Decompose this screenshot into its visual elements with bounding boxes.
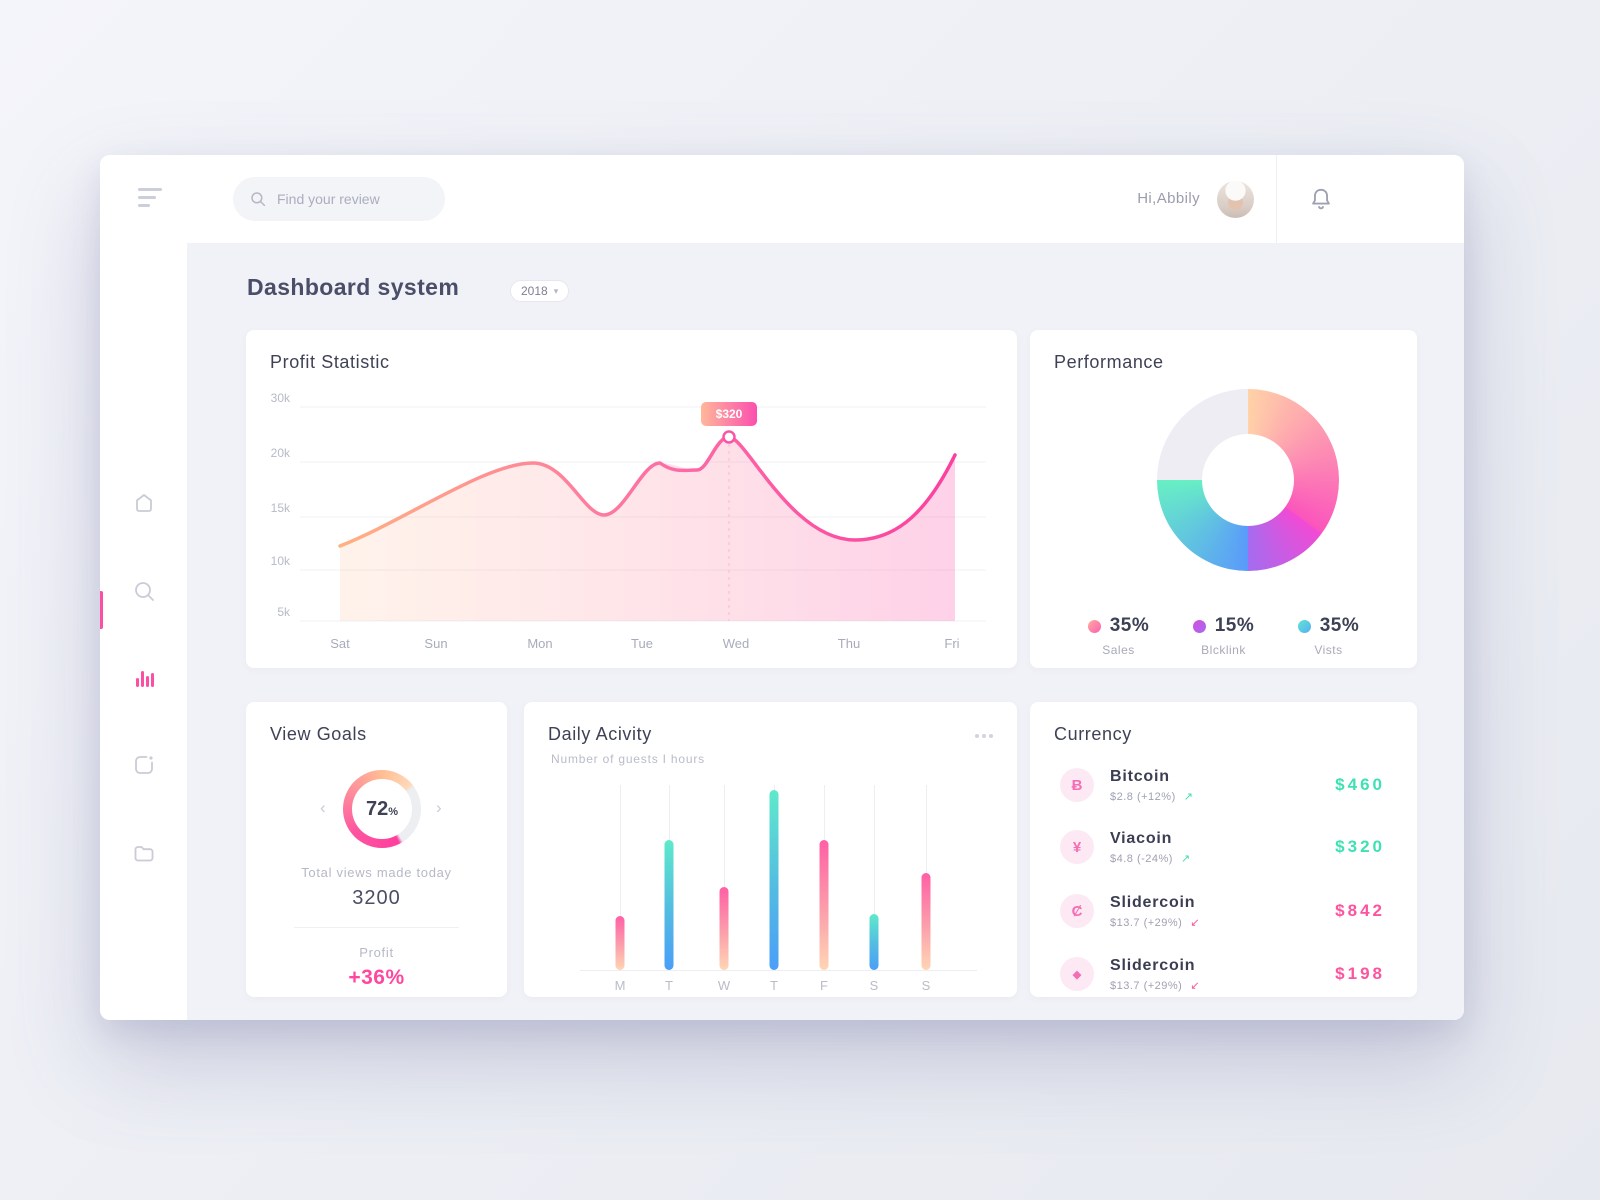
performance-legend: 35% Sales 15% Blcklink 35% Vi — [1030, 615, 1417, 657]
svg-text:Sat: Sat — [330, 636, 350, 651]
goals-profit-label: Profit — [359, 945, 394, 960]
currency-row-slidercoin-2[interactable]: ◆ Slidercoin $13.7 (+29%) ↙ $198 — [1060, 957, 1385, 997]
goals-profit-value: +36% — [348, 966, 405, 989]
daily-bar-wed: W — [704, 702, 744, 997]
search-input[interactable] — [277, 191, 427, 207]
svg-text:Wed: Wed — [723, 636, 750, 651]
legend-item-vists: 35% Vists — [1297, 615, 1360, 657]
viacoin-icon: ¥ — [1060, 830, 1094, 864]
app-window: Hi,Abbily Dashboa — [100, 155, 1464, 1020]
goals-prev-button[interactable]: ‹ — [320, 798, 326, 817]
sidebar-item-home[interactable] — [132, 491, 156, 515]
daily-bar-sun: S — [906, 702, 946, 997]
page-title: Dashboard system — [247, 274, 460, 300]
chart-tooltip: $320 — [701, 402, 757, 426]
performance-card: Performance 35% Sales 15% Blcklink — [1030, 330, 1417, 668]
sidebar — [100, 243, 188, 1020]
currency-card: Currency Ƀ Bitcoin $2.8 (+12%) ↗ $460 ¥ V… — [1030, 702, 1417, 997]
daily-card-subtitle: Number of guests I hours — [551, 752, 705, 766]
daily-bar-mon: M — [600, 702, 640, 997]
year-value: 2018 — [521, 284, 548, 298]
sidebar-active-indicator — [100, 591, 103, 629]
goals-next-button[interactable]: › — [436, 798, 442, 817]
legend-item-blcklink: 15% Blcklink — [1192, 615, 1255, 657]
slidercoin-icon: Ȼ — [1060, 894, 1094, 928]
svg-text:Fri: Fri — [944, 636, 959, 651]
profit-statistic-card: Profit Statistic — [246, 330, 1017, 668]
sidebar-item-files[interactable] — [132, 841, 156, 865]
profit-x-axis: Sat Sun Mon Tue Wed Thu Fri — [330, 636, 959, 651]
goals-percent: 72 — [365, 797, 389, 820]
svg-text:$320: $320 — [716, 407, 743, 421]
viacoin-value: $320 — [1335, 837, 1385, 856]
search-icon — [251, 192, 266, 207]
trend-down-icon: ↙ — [1190, 980, 1201, 992]
goals-progress-ring: 72% — [343, 770, 421, 848]
svg-text:Mon: Mon — [527, 636, 552, 651]
menu-icon[interactable] — [138, 188, 164, 210]
bell-icon[interactable] — [1308, 186, 1334, 212]
profit-line — [338, 435, 957, 548]
trend-up-icon: ↗ — [1183, 791, 1194, 803]
ethereum-diamond-icon: ◆ — [1060, 957, 1094, 991]
main-content: Dashboard system 2018 ▾ Profit Statistic — [188, 243, 1464, 1020]
topbar: Hi,Abbily — [100, 155, 1464, 243]
legend-item-sales: 35% Sales — [1087, 615, 1150, 657]
profit-card-title: Profit Statistic — [270, 352, 390, 372]
vists-dot-icon — [1297, 619, 1311, 633]
svg-text:20k: 20k — [271, 446, 291, 460]
chevron-down-icon: ▾ — [553, 285, 559, 296]
sales-dot-icon — [1087, 619, 1101, 633]
more-options-icon[interactable] — [975, 734, 993, 738]
currency-card-title: Currency — [1054, 724, 1132, 744]
sidebar-item-search[interactable] — [132, 579, 156, 603]
svg-text:Sun: Sun — [424, 636, 447, 651]
sidebar-item-notes[interactable] — [132, 753, 156, 777]
trend-down-icon: ↙ — [1190, 917, 1201, 929]
year-selector[interactable]: 2018 ▾ — [510, 280, 570, 302]
bitcoin-icon: Ƀ — [1060, 768, 1094, 802]
profit-y-axis: 30k 20k 15k 10k 5k — [271, 391, 291, 619]
profit-area-fill — [340, 437, 955, 621]
svg-text:5k: 5k — [277, 605, 291, 619]
bitcoin-value: $460 — [1335, 775, 1385, 794]
goals-divider — [294, 927, 459, 928]
sidebar-item-statistics[interactable] — [132, 666, 156, 690]
svg-text:10k: 10k — [271, 554, 291, 568]
currency-row-bitcoin[interactable]: Ƀ Bitcoin $2.8 (+12%) ↗ $460 — [1060, 768, 1385, 808]
svg-text:15k: 15k — [271, 501, 291, 515]
data-point-marker[interactable] — [722, 430, 736, 444]
trend-up-icon: ↗ — [1180, 853, 1191, 865]
daily-bar-sat: S — [854, 702, 894, 997]
blcklink-dot-icon — [1192, 619, 1206, 633]
user-greeting: Hi,Abbily — [1137, 190, 1200, 207]
svg-text:30k: 30k — [271, 391, 291, 405]
daily-baseline — [580, 970, 977, 971]
daily-bar-fri: F — [804, 702, 844, 997]
profit-area-chart: 30k 20k 15k 10k 5k $320 Sat Sun Mon — [271, 391, 986, 651]
daily-card-title: Daily Acivity — [548, 724, 652, 744]
daily-bar-thu: T — [754, 702, 794, 997]
goals-caption: Total views made today — [301, 865, 452, 880]
daily-bar-tue: T — [649, 702, 689, 997]
user-avatar[interactable] — [1217, 181, 1254, 218]
performance-donut-chart — [1157, 389, 1339, 571]
performance-card-title: Performance — [1054, 352, 1164, 372]
view-goals-card: View Goals ‹ 72% › Total views made toda… — [246, 702, 507, 997]
slidercoin-value: $842 — [1335, 901, 1385, 920]
goals-total-views: 3200 — [352, 887, 401, 909]
topbar-divider — [1276, 155, 1277, 243]
goals-card-title: View Goals — [270, 724, 367, 744]
daily-activity-card: Daily Acivity Number of guests I hours M… — [524, 702, 1017, 997]
svg-text:Tue: Tue — [631, 636, 653, 651]
svg-text:Thu: Thu — [838, 636, 860, 651]
currency-row-slidercoin-1[interactable]: Ȼ Slidercoin $13.7 (+29%) ↙ $842 — [1060, 894, 1385, 934]
currency-row-viacoin[interactable]: ¥ Viacoin $4.8 (-24%) ↗ $320 — [1060, 830, 1385, 870]
search-box[interactable] — [233, 177, 445, 221]
slidercoin2-value: $198 — [1335, 964, 1385, 983]
